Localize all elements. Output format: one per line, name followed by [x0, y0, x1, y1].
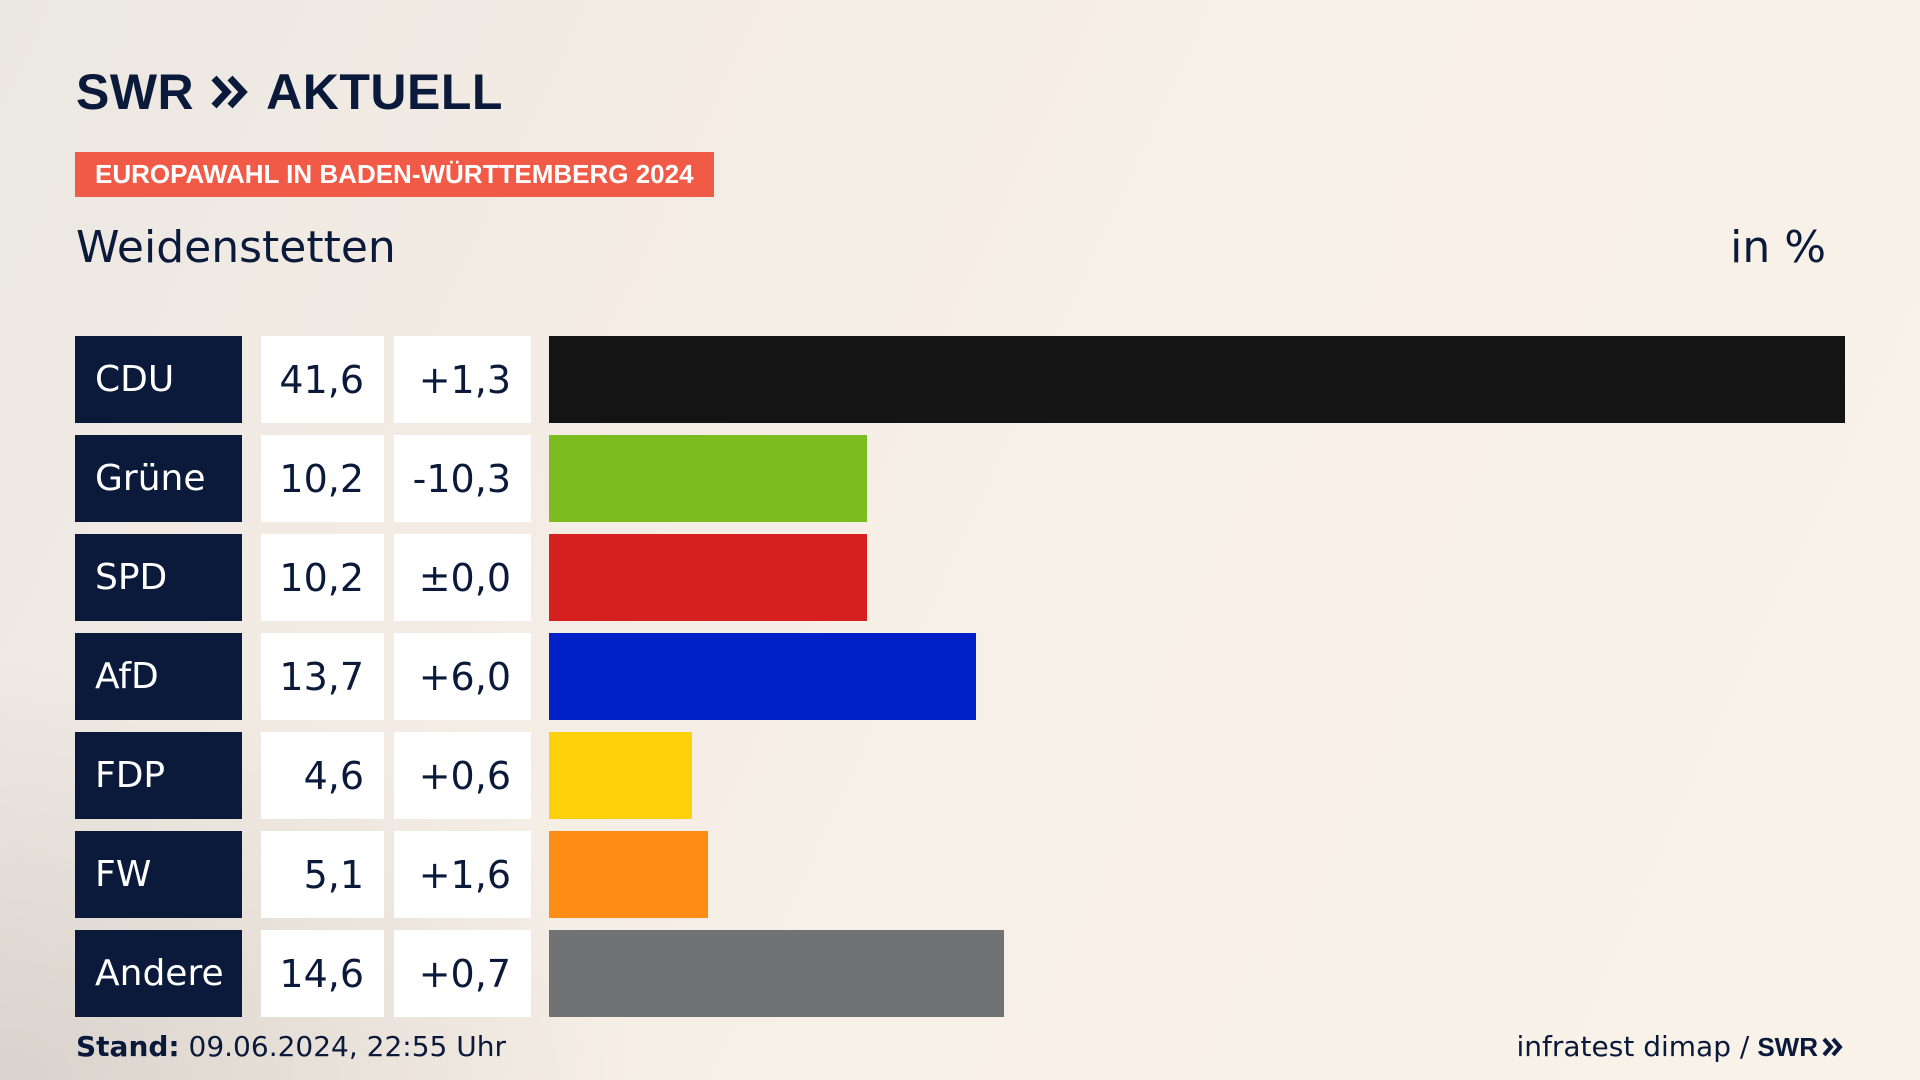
party-label: AfD [75, 633, 242, 720]
party-label: CDU [75, 336, 242, 423]
share-value: 10,2 [261, 534, 384, 621]
result-bar [549, 732, 692, 819]
result-bar [549, 534, 867, 621]
place-title: Weidenstetten [76, 222, 396, 273]
result-bar [549, 435, 867, 522]
source-text: infratest dimap / [1516, 1030, 1750, 1063]
result-row: Andere 14,6 +0,7 [0, 930, 1920, 1017]
party-label: FDP [75, 732, 242, 819]
result-bar [549, 831, 708, 918]
election-badge: EUROPAWAHL IN BADEN-WÜRTTEMBERG 2024 [75, 152, 714, 197]
change-value: +0,6 [394, 732, 531, 819]
change-value: +1,3 [394, 336, 531, 423]
timestamp: Stand: 09.06.2024, 22:55 Uhr [76, 1028, 506, 1066]
change-value: ±0,0 [394, 534, 531, 621]
share-value: 41,6 [261, 336, 384, 423]
result-row: Grüne 10,2 -10,3 [0, 435, 1920, 522]
result-row: FDP 4,6 +0,6 [0, 732, 1920, 819]
result-row: AfD 13,7 +6,0 [0, 633, 1920, 720]
result-row: CDU 41,6 +1,3 [0, 336, 1920, 423]
share-value: 13,7 [261, 633, 384, 720]
share-value: 4,6 [261, 732, 384, 819]
source-credit: infratest dimap / SWR [1517, 1028, 1845, 1066]
footer-logo-text: SWR [1757, 1032, 1818, 1062]
share-value: 5,1 [261, 831, 384, 918]
party-label: Grüne [75, 435, 242, 522]
change-value: +6,0 [394, 633, 531, 720]
footer-double-chevron-icon [1822, 1037, 1843, 1057]
unit-label: in % [1730, 222, 1826, 273]
party-label: FW [75, 831, 242, 918]
logo-aktuell-text: AKTUELL [266, 64, 503, 120]
share-value: 10,2 [261, 435, 384, 522]
change-value: +0,7 [394, 930, 531, 1017]
change-value: -10,3 [394, 435, 531, 522]
result-bar [549, 633, 976, 720]
result-row: SPD 10,2 ±0,0 [0, 534, 1920, 621]
party-label: SPD [75, 534, 242, 621]
result-row: FW 5,1 +1,6 [0, 831, 1920, 918]
share-value: 14,6 [261, 930, 384, 1017]
party-label: Andere [75, 930, 242, 1017]
stand-label: Stand: [76, 1030, 180, 1063]
change-value: +1,6 [394, 831, 531, 918]
double-chevron-icon [211, 75, 248, 109]
swr-aktuell-logo: SWR AKTUELL [76, 66, 503, 118]
footer-swr-logo: SWR [1757, 1028, 1844, 1066]
logo-swr-text: SWR [76, 64, 195, 120]
stand-value: 09.06.2024, 22:55 Uhr [188, 1030, 506, 1063]
result-bar [549, 930, 1004, 1017]
result-bar [549, 336, 1845, 423]
